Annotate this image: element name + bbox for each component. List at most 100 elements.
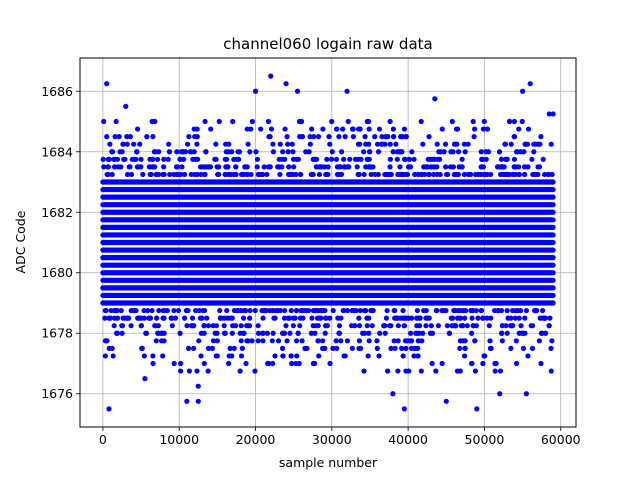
data-point xyxy=(428,323,434,329)
data-point xyxy=(483,156,489,162)
data-point xyxy=(223,149,229,155)
data-point xyxy=(460,338,466,344)
data-point xyxy=(335,315,341,321)
data-point xyxy=(260,315,266,321)
data-point xyxy=(307,141,313,147)
data-point xyxy=(360,330,366,336)
data-point xyxy=(334,345,340,351)
data-point xyxy=(480,315,486,321)
data-point xyxy=(511,134,517,140)
data-point xyxy=(509,307,516,314)
x-tick-label: 20000 xyxy=(236,432,276,447)
data-point xyxy=(349,307,355,314)
data-point xyxy=(536,141,542,147)
data-point xyxy=(356,338,362,344)
data-point xyxy=(511,156,518,162)
data-point xyxy=(457,307,463,314)
data-point xyxy=(414,315,420,321)
data-point xyxy=(546,323,552,329)
data-point-outlier xyxy=(184,398,190,404)
data-point xyxy=(193,156,199,162)
data-point xyxy=(512,164,519,170)
data-point xyxy=(499,338,505,344)
data-point-outlier xyxy=(546,111,552,117)
data-point-outlier xyxy=(195,383,201,389)
data-point xyxy=(102,315,108,321)
data-point xyxy=(348,323,355,329)
data-point xyxy=(102,353,108,359)
data-point xyxy=(516,315,522,321)
data-point xyxy=(327,141,333,147)
data-point xyxy=(356,171,362,178)
data-point xyxy=(312,330,318,336)
data-point xyxy=(482,353,488,359)
data-point xyxy=(349,345,355,351)
data-point-outlier xyxy=(344,88,350,94)
data-point xyxy=(230,118,236,125)
data-point xyxy=(111,164,118,170)
data-point xyxy=(297,323,303,329)
data-point-outlier xyxy=(523,391,530,397)
data-point xyxy=(496,149,503,155)
data-point xyxy=(480,156,486,162)
data-point xyxy=(472,126,478,132)
data-point xyxy=(277,141,283,147)
data-point xyxy=(329,149,335,155)
data-point xyxy=(487,345,494,351)
data-point xyxy=(459,164,465,170)
data-point-outlier xyxy=(443,398,449,404)
data-point xyxy=(137,315,143,321)
data-point xyxy=(522,315,528,321)
data-point xyxy=(320,126,326,132)
data-point xyxy=(322,345,328,351)
data-point xyxy=(124,141,130,147)
y-tick-label: 1686 xyxy=(41,84,73,99)
data-point xyxy=(395,338,401,344)
data-point xyxy=(239,171,245,178)
data-point xyxy=(478,149,484,155)
data-point xyxy=(516,126,522,132)
data-point xyxy=(486,323,492,329)
data-point xyxy=(137,141,143,147)
data-point xyxy=(213,323,220,329)
data-point xyxy=(513,338,519,344)
data-point xyxy=(230,323,236,329)
data-point xyxy=(514,149,520,155)
data-point xyxy=(415,353,421,359)
data-point xyxy=(214,338,220,344)
data-point xyxy=(470,323,477,329)
data-point xyxy=(177,156,184,162)
data-point xyxy=(204,315,210,321)
data-point xyxy=(253,149,259,155)
data-point xyxy=(265,118,272,125)
data-point xyxy=(394,315,400,321)
data-point xyxy=(426,134,432,140)
data-point xyxy=(296,360,302,367)
data-point xyxy=(295,330,301,336)
data-point xyxy=(150,156,156,162)
data-point xyxy=(124,315,130,321)
data-point xyxy=(221,315,227,321)
data-point xyxy=(338,149,345,155)
data-point xyxy=(183,307,189,314)
data-point xyxy=(505,315,511,321)
y-tick-label: 1682 xyxy=(41,205,73,220)
data-point xyxy=(338,338,344,344)
data-point xyxy=(243,360,249,367)
data-point xyxy=(101,164,107,170)
data-point xyxy=(545,171,551,178)
data-point xyxy=(208,126,214,132)
data-point xyxy=(153,323,159,329)
data-point xyxy=(390,126,396,132)
data-point xyxy=(472,368,479,374)
data-point xyxy=(309,315,315,321)
data-point xyxy=(382,330,388,336)
data-point xyxy=(231,156,237,162)
data-point xyxy=(391,307,397,314)
data-point xyxy=(445,171,451,178)
data-point xyxy=(244,171,250,178)
data-point xyxy=(530,171,536,178)
data-point xyxy=(240,315,247,321)
data-point xyxy=(128,171,135,178)
data-point xyxy=(342,353,348,359)
